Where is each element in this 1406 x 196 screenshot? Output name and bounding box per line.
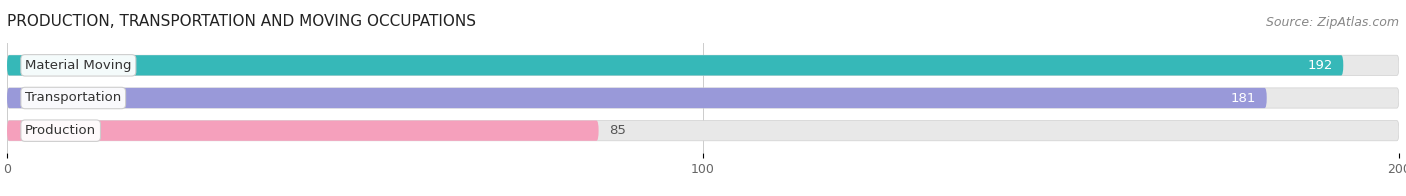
Text: 85: 85: [609, 124, 626, 137]
FancyBboxPatch shape: [7, 121, 599, 141]
Text: Transportation: Transportation: [25, 92, 121, 104]
Text: Source: ZipAtlas.com: Source: ZipAtlas.com: [1265, 16, 1399, 29]
FancyBboxPatch shape: [7, 55, 1399, 75]
Text: Production: Production: [25, 124, 96, 137]
Text: Material Moving: Material Moving: [25, 59, 132, 72]
Text: 192: 192: [1308, 59, 1333, 72]
Text: 181: 181: [1230, 92, 1257, 104]
FancyBboxPatch shape: [7, 88, 1399, 108]
Text: PRODUCTION, TRANSPORTATION AND MOVING OCCUPATIONS: PRODUCTION, TRANSPORTATION AND MOVING OC…: [7, 14, 477, 29]
FancyBboxPatch shape: [7, 121, 1399, 141]
FancyBboxPatch shape: [7, 55, 1343, 75]
FancyBboxPatch shape: [7, 88, 1267, 108]
